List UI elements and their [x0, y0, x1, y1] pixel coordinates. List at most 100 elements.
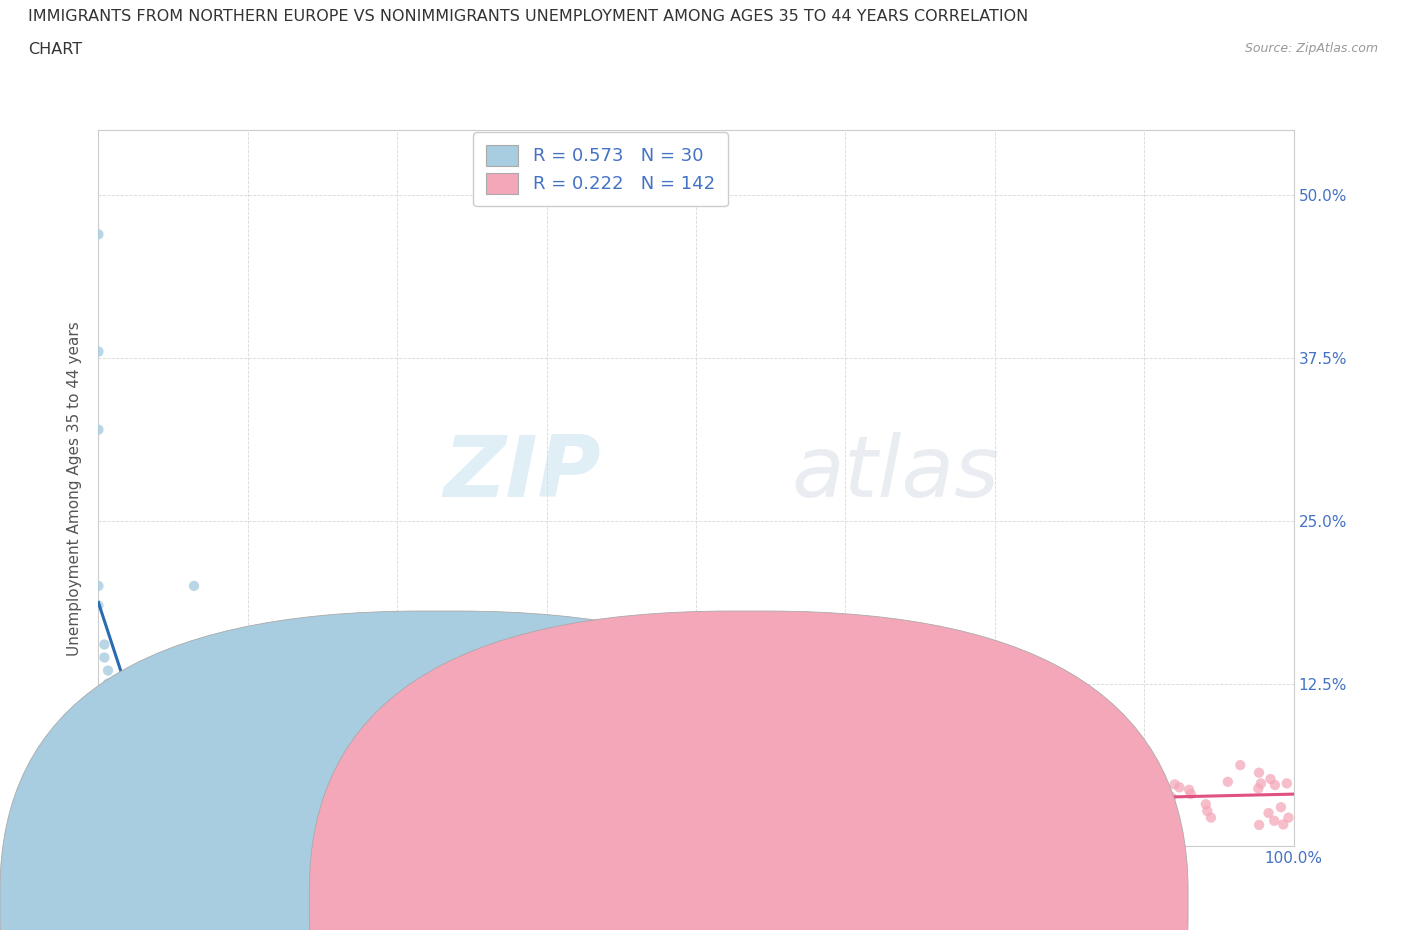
Point — [1197, 804, 1219, 818]
Point — [91, 810, 114, 825]
Text: ZIP: ZIP — [443, 432, 600, 515]
Point — [297, 829, 319, 844]
Point — [1012, 812, 1035, 827]
Point — [1260, 772, 1282, 787]
Point — [659, 774, 682, 789]
Point — [321, 782, 343, 797]
Point — [605, 780, 627, 795]
Point — [207, 790, 229, 805]
Point — [98, 689, 122, 704]
Point — [700, 779, 723, 794]
Point — [1083, 770, 1105, 785]
Point — [108, 839, 131, 854]
Point — [1052, 803, 1074, 817]
Point — [1247, 781, 1270, 796]
Point — [678, 798, 700, 813]
Point — [93, 650, 115, 665]
Point — [198, 783, 221, 798]
Point — [943, 786, 966, 801]
Point — [1087, 759, 1109, 774]
Point — [194, 808, 217, 823]
Point — [1149, 768, 1171, 783]
Point — [965, 794, 987, 809]
Point — [117, 748, 139, 763]
Point — [208, 779, 231, 794]
Point — [891, 793, 914, 808]
Point — [110, 815, 132, 830]
Point — [98, 702, 122, 717]
Point — [1247, 765, 1270, 780]
Point — [1144, 773, 1167, 788]
Point — [551, 775, 574, 790]
Point — [713, 803, 735, 817]
Point — [696, 777, 718, 792]
Point — [1195, 797, 1218, 812]
Point — [1136, 764, 1159, 779]
Point — [1263, 814, 1285, 829]
Point — [1025, 807, 1047, 822]
Point — [1143, 784, 1166, 799]
Point — [87, 422, 110, 437]
Point — [869, 775, 891, 790]
Point — [671, 821, 693, 836]
Point — [664, 792, 686, 807]
Point — [733, 833, 755, 848]
Point — [274, 837, 297, 852]
Point — [762, 826, 785, 841]
Point — [589, 774, 612, 789]
Point — [440, 824, 463, 839]
Point — [1123, 773, 1146, 788]
Point — [834, 797, 856, 812]
Point — [1250, 776, 1272, 790]
Point — [373, 814, 395, 829]
Point — [489, 821, 512, 836]
Point — [183, 578, 205, 593]
Y-axis label: Unemployment Among Ages 35 to 44 years: Unemployment Among Ages 35 to 44 years — [67, 321, 83, 656]
Point — [233, 830, 256, 845]
Point — [105, 728, 128, 743]
Point — [703, 814, 725, 829]
Point — [1270, 800, 1292, 815]
Point — [869, 766, 891, 781]
Point — [1062, 816, 1084, 830]
Point — [97, 663, 120, 678]
Point — [87, 344, 110, 359]
Point — [412, 839, 434, 854]
Point — [111, 735, 134, 750]
Point — [111, 741, 134, 756]
Point — [104, 791, 127, 806]
Point — [1018, 790, 1040, 805]
Point — [359, 836, 381, 851]
Point — [731, 786, 754, 801]
Point — [520, 821, 543, 836]
Point — [1249, 817, 1271, 832]
Point — [117, 754, 139, 769]
Point — [159, 813, 181, 828]
Point — [278, 812, 301, 827]
Point — [148, 826, 170, 841]
Point — [87, 227, 110, 242]
Point — [1125, 784, 1147, 799]
Point — [763, 785, 786, 800]
Point — [1160, 790, 1182, 804]
Point — [718, 815, 741, 830]
Point — [454, 804, 477, 819]
Point — [101, 839, 124, 854]
Point — [928, 779, 950, 794]
Point — [1015, 810, 1038, 825]
Point — [508, 785, 530, 800]
Point — [135, 787, 157, 802]
Text: Nonimmigrants: Nonimmigrants — [773, 896, 891, 910]
Point — [666, 778, 689, 793]
Point — [87, 598, 110, 613]
Point — [124, 761, 146, 776]
Point — [953, 800, 976, 815]
Point — [1277, 810, 1299, 825]
Text: CHART: CHART — [28, 42, 82, 57]
Point — [853, 772, 876, 787]
Point — [929, 777, 952, 792]
Point — [1164, 777, 1187, 791]
Point — [155, 779, 177, 794]
Point — [180, 795, 202, 810]
Point — [87, 578, 110, 593]
